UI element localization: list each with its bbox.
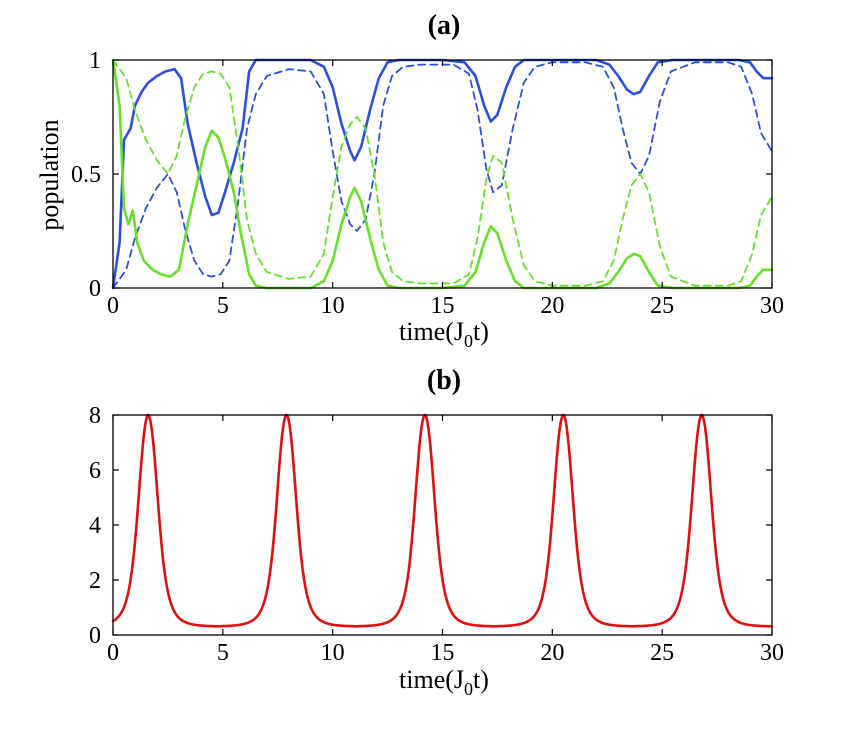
ytick-label: 4 <box>89 513 101 539</box>
panel-a-xlabel: time(J0t) <box>399 317 489 351</box>
xtick-label: 25 <box>650 293 674 319</box>
xtick-label: 5 <box>217 640 229 666</box>
panel-a: (a) 0 5 10 15 20 25 30 0 0.5 1 time(J0t) populati… <box>35 10 784 351</box>
xtick-label: 15 <box>431 640 455 666</box>
panel-b-ticks: 0 5 10 15 20 25 30 0 2 4 6 8 <box>89 403 784 666</box>
xtick-label: 30 <box>760 293 784 319</box>
ytick-label: 6 <box>89 458 101 484</box>
panel-b-xlabel: time(J0t) <box>399 665 489 699</box>
panel-b-axes-box <box>112 414 773 636</box>
panel-b-title: (b) <box>427 365 461 396</box>
panel-a-ylabel: population <box>35 119 64 230</box>
xtick-label: 20 <box>540 293 564 319</box>
ytick-label: 8 <box>89 403 101 429</box>
ytick-label: 2 <box>89 568 101 594</box>
ytick-label: 0 <box>89 276 101 302</box>
series-blue-dashed <box>112 61 773 289</box>
xtick-label: 30 <box>760 640 784 666</box>
xtick-label: 20 <box>540 640 564 666</box>
ytick-label: 0.5 <box>71 162 101 188</box>
series-green-solid <box>111 58 774 290</box>
ytick-label: 0 <box>89 623 101 649</box>
panel-a-ticks: 0 5 10 15 20 25 30 0 0.5 1 <box>71 48 784 319</box>
series-red <box>111 413 774 628</box>
xtick-label: 0 <box>107 640 119 666</box>
xtick-label: 0 <box>107 293 119 319</box>
series-blue-solid <box>111 58 774 290</box>
panel-a-axes-box <box>112 59 773 289</box>
series-green-dashed <box>112 59 773 287</box>
panel-b-series-group <box>111 413 774 628</box>
xtick-label: 25 <box>650 640 674 666</box>
xtick-label: 15 <box>431 293 455 319</box>
xtick-label: 5 <box>217 293 229 319</box>
panel-b: (b) 0 5 10 15 20 25 30 0 2 4 6 8 time(J0t) <box>89 365 784 699</box>
ytick-label: 1 <box>89 48 101 74</box>
xtick-label: 10 <box>321 640 345 666</box>
panel-a-title: (a) <box>428 10 461 41</box>
panel-a-series-group <box>111 58 774 290</box>
xtick-label: 10 <box>321 293 345 319</box>
